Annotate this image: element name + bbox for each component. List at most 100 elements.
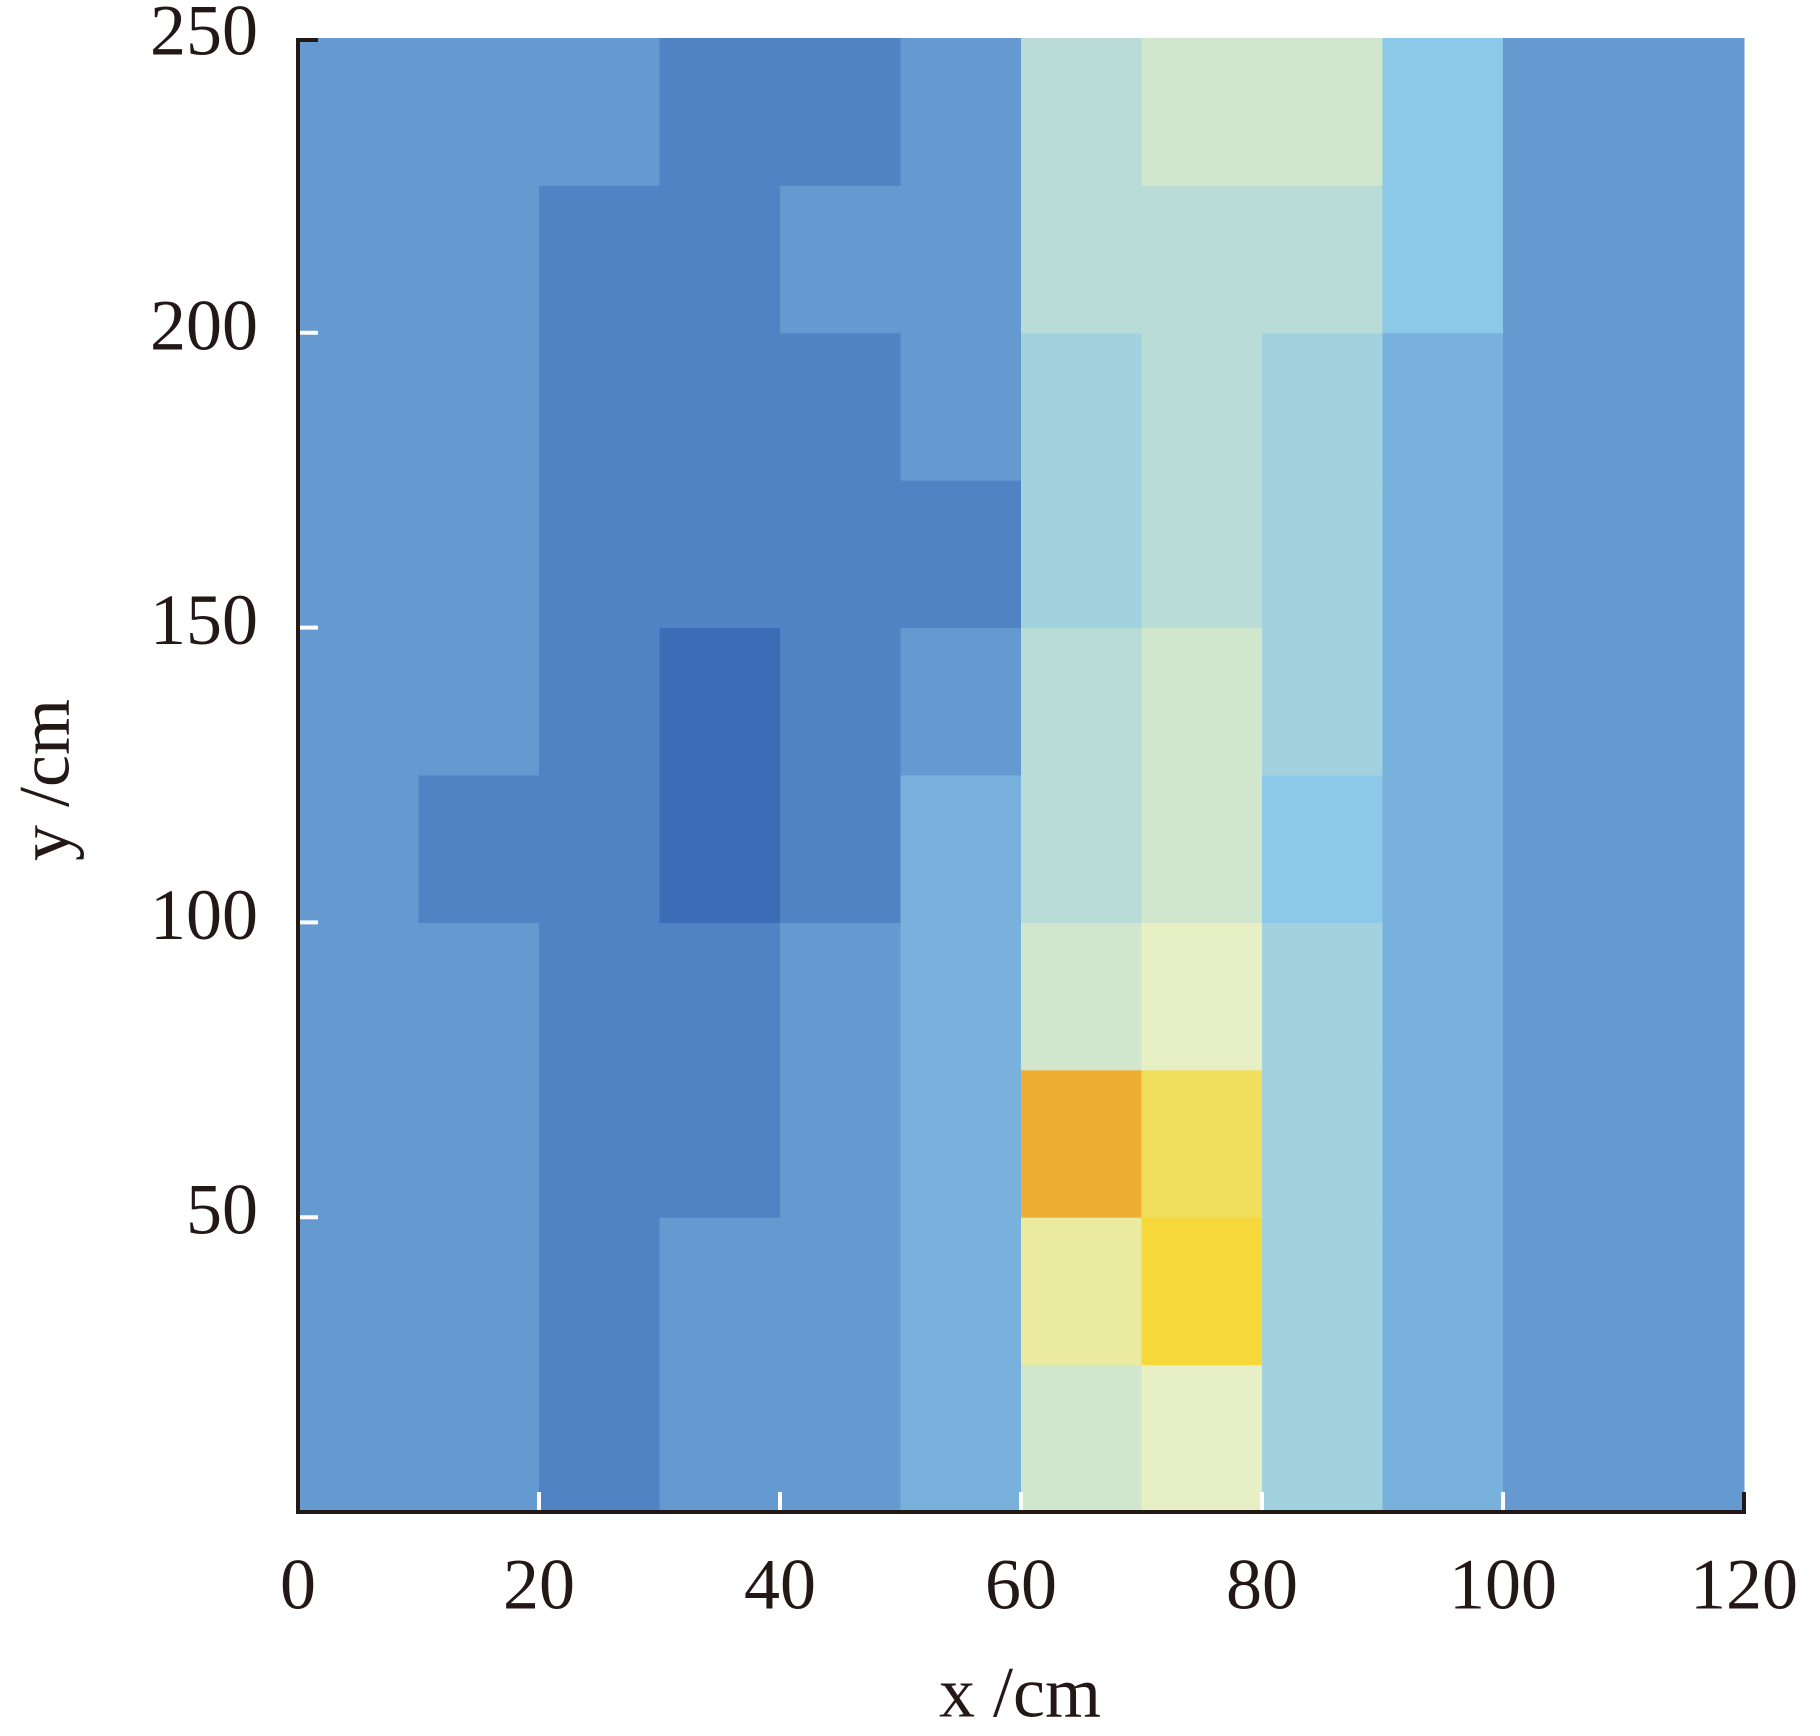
y-tick-label: 100 [150, 875, 258, 955]
heatmap-cell [1382, 1364, 1504, 1513]
heatmap-cell [1382, 38, 1504, 186]
heatmap-cell [659, 627, 781, 776]
heatmap-cell [1623, 1217, 1745, 1366]
heatmap-cell [418, 480, 540, 629]
heatmap-cell [298, 1069, 419, 1218]
heatmap-cell [1021, 185, 1142, 334]
heatmap-cell [1262, 1217, 1383, 1366]
heatmap-cell [539, 1217, 660, 1366]
heatmap-cell [1141, 332, 1263, 481]
heatmap-cell [298, 1364, 419, 1513]
heatmap-cell [298, 1217, 419, 1366]
heatmap-cell [900, 1364, 1022, 1513]
heatmap-cell [1623, 38, 1745, 186]
heatmap-cell [1262, 332, 1383, 481]
heatmap-cell [418, 1217, 540, 1366]
heatmap-cell [659, 185, 781, 334]
heatmap-cell [1503, 922, 1624, 1071]
heatmap-cell [659, 775, 781, 923]
heatmap-cell [418, 775, 540, 923]
x-tick-label: 40 [744, 1545, 816, 1625]
heatmap-cell [780, 480, 901, 629]
heatmap-cell [1262, 38, 1383, 186]
heatmap-cell [1382, 922, 1504, 1071]
x-tick-label: 60 [985, 1545, 1057, 1625]
y-tick-label: 200 [150, 285, 258, 365]
heatmap-cell [1141, 775, 1263, 923]
heatmap-cell [1141, 627, 1263, 776]
heatmap-cell [1141, 38, 1263, 186]
heatmap-cell [1262, 922, 1383, 1071]
heatmap-cell [900, 332, 1022, 481]
y-tick-label: 250 [150, 0, 258, 71]
heatmap-cell [1262, 185, 1383, 334]
heatmap-cell [1021, 1069, 1142, 1218]
x-tick-label: 20 [503, 1545, 575, 1625]
y-tick-label: 50 [186, 1170, 258, 1250]
x-tick-label: 80 [1226, 1545, 1298, 1625]
heatmap-cell [1382, 627, 1504, 776]
heatmap-cell [1382, 1217, 1504, 1366]
x-tick-label: 120 [1690, 1545, 1798, 1625]
heatmap-cell [1021, 1364, 1142, 1513]
heatmap-cell [539, 1069, 660, 1218]
heatmap-cell [900, 922, 1022, 1071]
heatmap-cell [900, 38, 1022, 186]
heatmap-cell [900, 1069, 1022, 1218]
heatmap-cell [780, 1364, 901, 1513]
heatmap-cell [780, 332, 901, 481]
heatmap-cell [298, 38, 419, 186]
heatmap-cell [298, 480, 419, 629]
heatmap-cell [1503, 627, 1624, 776]
heatmap-cell [1503, 1364, 1624, 1513]
heatmap-cell [298, 922, 419, 1071]
heatmap-cell [1623, 627, 1745, 776]
heatmap-cell [1623, 922, 1745, 1071]
heatmap-cell [659, 332, 781, 481]
heatmap-cell [539, 185, 660, 334]
heatmap-cell [1262, 1364, 1383, 1513]
heatmap-cell [539, 480, 660, 629]
heatmap-cell [418, 1069, 540, 1218]
heatmap-cell [1141, 480, 1263, 629]
heatmap-cell [1141, 185, 1263, 334]
heatmap-cell [418, 185, 540, 334]
heatmap-cell [1503, 1217, 1624, 1366]
heatmap-cell [1021, 627, 1142, 776]
heatmap-cell [1382, 1069, 1504, 1218]
heatmap-cell [298, 775, 419, 923]
heatmap-cell [900, 480, 1022, 629]
heatmap-cell [900, 775, 1022, 923]
heatmap-cell [539, 627, 660, 776]
heatmap-cell [1262, 1069, 1383, 1218]
x-axis-label: x /cm [939, 1653, 1101, 1733]
y-tick-label: 150 [150, 580, 258, 660]
heatmap-cell [1623, 1364, 1745, 1513]
heatmap-cell [780, 922, 901, 1071]
heatmap-cell [900, 627, 1022, 776]
x-tick-label: 100 [1449, 1545, 1557, 1625]
heatmap-cell [298, 332, 419, 481]
heatmap-cell [659, 1364, 781, 1513]
heatmap-cell [1021, 38, 1142, 186]
heatmap-cell [659, 922, 781, 1071]
heatmap-cell [1021, 332, 1142, 481]
heatmap-cell [1021, 775, 1142, 923]
heatmap-cell [539, 922, 660, 1071]
heatmap-cell [1141, 1217, 1263, 1366]
heatmap-cell [418, 627, 540, 776]
heatmap-cell [1382, 480, 1504, 629]
heatmap-cell [1141, 1364, 1263, 1513]
heatmap-cell [1262, 480, 1383, 629]
heatmap-cell [1503, 1069, 1624, 1218]
heatmap-cell [1262, 775, 1383, 923]
heatmap-cell [1262, 627, 1383, 776]
heatmap-cell [539, 1364, 660, 1513]
y-axis-label: y /cm [5, 699, 85, 861]
heatmap-cell [1021, 922, 1142, 1071]
heatmap-cell [539, 775, 660, 923]
heatmap-cell [780, 1069, 901, 1218]
heatmap-cell [659, 38, 781, 186]
heatmap-cell [1021, 480, 1142, 629]
